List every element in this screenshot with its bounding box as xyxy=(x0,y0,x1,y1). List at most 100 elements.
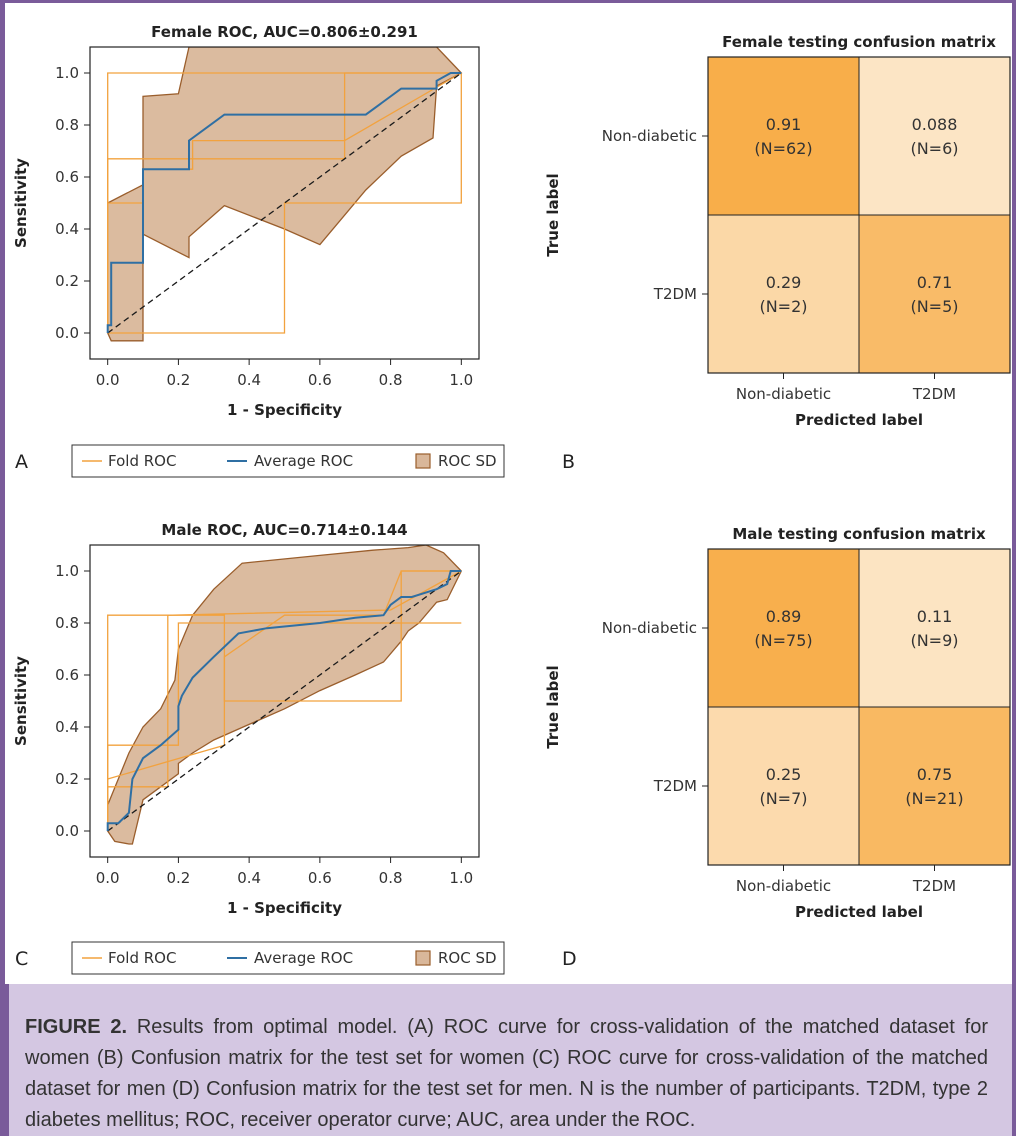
y-category-label: T2DM xyxy=(653,777,697,795)
cell-count: (N=75) xyxy=(754,631,812,650)
chance-diagonal-line xyxy=(107,72,462,334)
chart-title: Female ROC, AUC=0.806±0.291 xyxy=(151,23,418,41)
x-tick-label: 0.6 xyxy=(308,371,332,389)
cell-value: 0.71 xyxy=(917,273,953,292)
x-tick-label: 1.0 xyxy=(449,371,473,389)
caption-label: FIGURE 2. xyxy=(25,1016,128,1038)
x-category-label: T2DM xyxy=(912,877,956,895)
cell-value: 0.75 xyxy=(917,765,953,784)
figure-canvas: 0.0 0.2 0.4 0.6 0.8 1.0 0.0 0.2 0.4 0.6 0.8 1.0 Fema… xyxy=(12,23,1011,975)
x-tick-label: 0.4 xyxy=(237,869,261,887)
x-tick-label: 0.8 xyxy=(379,371,403,389)
x-axis-label: 1 - Specificity xyxy=(227,899,342,917)
legend-average-label: Average ROC xyxy=(254,452,353,470)
y-tick-label: 0.0 xyxy=(55,324,79,342)
y-tick-label: 1.0 xyxy=(55,562,79,580)
y-tick-label: 0.0 xyxy=(55,822,79,840)
x-axis-label: 1 - Specificity xyxy=(227,401,342,419)
caption-text: Results from optimal model. (A) ROC curv… xyxy=(25,1016,988,1131)
x-category-label: Non-diabetic xyxy=(736,877,831,895)
y-tick-label: 0.4 xyxy=(55,220,79,238)
matrix-cell xyxy=(707,214,860,374)
fold-roc-line xyxy=(107,73,462,334)
y-axis-label: True label xyxy=(544,173,562,256)
caption-accent-bar xyxy=(5,984,9,1136)
matrix-cell xyxy=(858,706,1011,866)
average-roc-line xyxy=(106,72,462,333)
x-tick-label: 0.0 xyxy=(96,371,120,389)
panel-letter-d: D xyxy=(562,948,577,970)
y-axis-label: True label xyxy=(544,665,562,748)
matrix-cell xyxy=(858,214,1011,374)
y-category-label: Non-diabetic xyxy=(602,619,697,637)
plot-frame xyxy=(89,46,480,360)
cell-count: (N=62) xyxy=(754,139,812,158)
y-tick-label: 0.6 xyxy=(55,168,79,186)
y-category-label: Non-diabetic xyxy=(602,127,697,145)
chance-diagonal-line xyxy=(107,570,462,832)
plot-area xyxy=(106,47,463,342)
matrix-cell xyxy=(707,548,860,708)
y-tick-label: 0.2 xyxy=(55,770,79,788)
chart-title: Female testing confusion matrix xyxy=(722,33,996,51)
legend-sd-swatch xyxy=(415,950,431,966)
plot-frame xyxy=(89,544,480,858)
roc-sd-band xyxy=(107,545,463,845)
x-tick-label: 0.0 xyxy=(96,869,120,887)
plot-area xyxy=(106,545,463,845)
cell-count: (N=21) xyxy=(905,789,963,808)
legend-sd-label: ROC SD xyxy=(438,949,497,967)
panel-letter-c: C xyxy=(15,948,28,970)
cell-count: (N=2) xyxy=(759,297,807,316)
cell-value: 0.89 xyxy=(766,607,802,626)
cell-value: 0.91 xyxy=(766,115,802,134)
cell-value: 0.25 xyxy=(766,765,802,784)
average-roc-line xyxy=(106,570,462,831)
confusion-matrix-panel-b: 0.91 (N=62) 0.088 (N=6) 0.29 (N=2) 0.71 (N=5) No… xyxy=(544,33,1011,429)
x-tick-label: 0.8 xyxy=(379,869,403,887)
x-tick-label: 0.6 xyxy=(308,869,332,887)
legend-sd-label: ROC SD xyxy=(438,452,497,470)
y-tick-label: 0.6 xyxy=(55,666,79,684)
panel-letter-b: B xyxy=(562,451,575,473)
roc-sd-band xyxy=(107,47,463,342)
cell-count: (N=5) xyxy=(910,297,958,316)
matrix-frame xyxy=(707,548,1011,866)
y-tick-label: 0.8 xyxy=(55,116,79,134)
chart-title: Male ROC, AUC=0.714±0.144 xyxy=(161,521,407,539)
x-axis-label: Predicted label xyxy=(795,903,923,921)
y-axis-label: Sensitivity xyxy=(12,656,30,746)
matrix-cell xyxy=(707,56,860,216)
cell-value: 0.11 xyxy=(917,607,953,626)
roc-panel-a: 0.0 0.2 0.4 0.6 0.8 1.0 0.0 0.2 0.4 0.6 0.8 1.0 Fema… xyxy=(12,23,505,478)
x-tick-label: 0.2 xyxy=(166,869,190,887)
legend-box xyxy=(71,444,505,478)
cell-value: 0.088 xyxy=(912,115,958,134)
y-axis-label: Sensitivity xyxy=(12,158,30,248)
x-tick-label: 0.2 xyxy=(166,371,190,389)
chart-title: Male testing confusion matrix xyxy=(732,525,986,543)
legend-fold-label: Fold ROC xyxy=(108,452,176,470)
legend-box xyxy=(71,941,505,975)
legend: Fold ROC Average ROC ROC SD xyxy=(71,941,505,975)
cell-count: (N=6) xyxy=(910,139,958,158)
x-axis-label: Predicted label xyxy=(795,411,923,429)
y-tick-label: 1.0 xyxy=(55,64,79,82)
y-tick-label: 0.8 xyxy=(55,614,79,632)
matrix-frame xyxy=(707,56,1011,374)
x-tick-label: 1.0 xyxy=(449,869,473,887)
legend-fold-label: Fold ROC xyxy=(108,949,176,967)
y-tick-label: 0.2 xyxy=(55,272,79,290)
panel-letter-a: A xyxy=(15,451,28,473)
cell-value: 0.29 xyxy=(766,273,802,292)
cell-count: (N=9) xyxy=(910,631,958,650)
cell-count: (N=7) xyxy=(759,789,807,808)
figure-caption: FIGURE 2. Results from optimal model. (A… xyxy=(5,984,1012,1136)
y-category-label: T2DM xyxy=(653,285,697,303)
y-tick-label: 0.4 xyxy=(55,718,79,736)
legend: Fold ROC Average ROC ROC SD xyxy=(71,444,505,478)
x-category-label: Non-diabetic xyxy=(736,385,831,403)
legend-sd-swatch xyxy=(415,453,431,469)
x-tick-label: 0.4 xyxy=(237,371,261,389)
